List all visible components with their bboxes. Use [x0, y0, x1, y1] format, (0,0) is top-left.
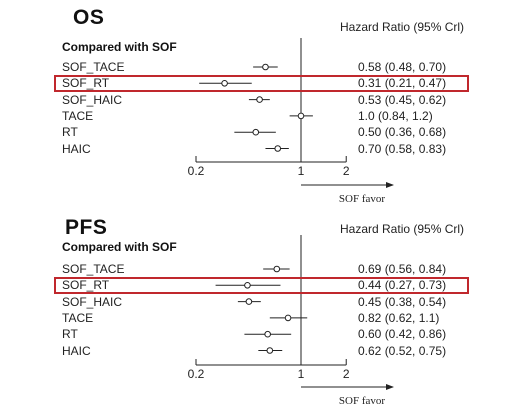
- os-row-label: SOF_TACE: [62, 60, 125, 74]
- os-hr-header: Hazard Ratio (95% Crl): [340, 20, 465, 34]
- pfs-title: PFS: [65, 216, 108, 239]
- os-row-hr-text: 0.50 (0.36, 0.68): [358, 125, 447, 140]
- pfs-row-hr-text: 0.69 (0.56, 0.84): [358, 262, 447, 276]
- pfs-point-estimate: [244, 282, 251, 289]
- os-forest-panel: 0.2 1 2 SOF favor OS Hazard Ratio (95% Crl)…: [54, 6, 469, 205]
- os-row-hr-text: 0.70 (0.58, 0.83): [358, 141, 447, 156]
- pfs-compared-heading: Compared with SOF: [62, 240, 177, 254]
- pfs-point-estimate: [245, 298, 253, 305]
- os-x-tick-label: 1: [298, 164, 305, 178]
- os-title: OS: [73, 6, 105, 29]
- os-row-hr-text: 0.58 (0.48, 0.70): [358, 60, 447, 74]
- os-row-hr-text: 0.31 (0.21, 0.47): [358, 76, 447, 91]
- pfs-forest-panel: 0.2 1 2 SOF favor PFS Hazard Ratio (95% Crl…: [0, 205, 530, 409]
- os-row-hr-text: 1.0 (0.84, 1.2): [358, 108, 433, 123]
- pfs-row-hr-text: 0.44 (0.27, 0.73): [358, 278, 447, 293]
- pfs-hr-header: Hazard Ratio (95% Crl): [340, 222, 465, 236]
- pfs-row-hr-text: 0.82 (0.62, 1.1): [358, 310, 440, 325]
- os-x-tick-label: 2: [343, 164, 350, 178]
- os-row-label: TACE: [62, 108, 94, 123]
- os-row-label: SOF_HAIC: [62, 92, 123, 107]
- pfs-point-estimate: [273, 265, 281, 273]
- pfs-favor-arrowhead: [386, 384, 394, 390]
- os-point-estimate: [274, 145, 282, 152]
- pfs-forest-plot: 0.2 1 2 SOF favor: [188, 235, 394, 407]
- pfs-row-hr-text: 0.45 (0.38, 0.54): [358, 294, 447, 309]
- os-row-label: HAIC: [62, 141, 91, 156]
- os-compared-heading: Compared with SOF: [62, 40, 177, 54]
- os-point-estimate: [221, 80, 228, 87]
- os-highlight-box: [54, 74, 469, 92]
- pfs-highlight-box: [54, 276, 469, 294]
- pfs-row-hr-text: 0.60 (0.42, 0.86): [358, 327, 447, 342]
- pfs-point-estimate: [264, 330, 271, 338]
- os-row-label: RT: [62, 125, 78, 140]
- pfs-row-label: SOF_TACE: [62, 262, 125, 276]
- os-row-label: SOF_RT: [62, 76, 110, 91]
- os-point-estimate: [297, 112, 305, 120]
- os-point-estimate: [262, 63, 269, 71]
- pfs-row-label: SOF_HAIC: [62, 294, 123, 309]
- pfs-point-estimate: [284, 314, 292, 322]
- pfs-x-tick-label: 0.2: [188, 367, 205, 381]
- os-point-estimate: [256, 96, 263, 103]
- pfs-row-label: HAIC: [62, 343, 91, 358]
- pfs-x-tick-label: 2: [343, 367, 350, 381]
- pfs-row-label: SOF_RT: [62, 278, 110, 293]
- pfs-row-label: RT: [62, 327, 78, 342]
- pfs-row-hr-text: 0.62 (0.52, 0.75): [358, 343, 447, 358]
- os-point-estimate: [252, 128, 260, 136]
- pfs-x-tick-label: 1: [298, 367, 305, 381]
- os-forest-plot: 0.2 1 2 SOF favor: [188, 38, 394, 205]
- pfs-favor-label: SOF favor: [339, 395, 385, 407]
- os-favor-arrowhead: [386, 182, 394, 188]
- pfs-row-label: TACE: [62, 310, 94, 325]
- os-x-tick-label: 0.2: [188, 164, 205, 178]
- os-row-hr-text: 0.53 (0.45, 0.62): [358, 92, 447, 107]
- pfs-point-estimate: [266, 347, 274, 354]
- os-favor-label: SOF favor: [339, 193, 385, 205]
